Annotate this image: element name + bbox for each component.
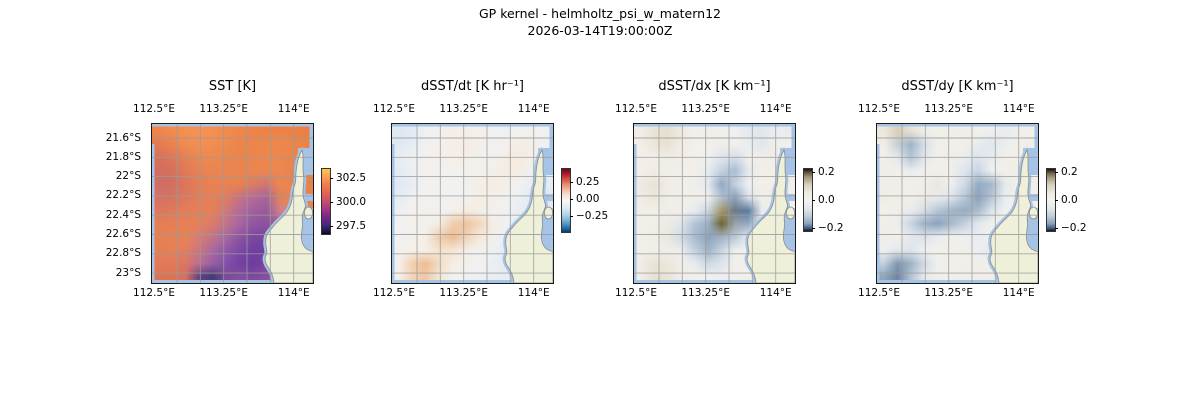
y-tick-label: 22.4°S [105,208,141,221]
colorbar-tickmark-dsst-dy [1055,200,1058,202]
x-tick-label-top-dsst-dx: 114°E [759,103,792,115]
x-tick-label-top-dsst-dt: 112.5°E [373,103,415,115]
map-axes-dsst-dx [633,123,796,284]
x-tick-label-bottom-dsst-dt: 113.25°E [439,287,488,299]
x-tick-label-bottom-dsst-dy: 114°E [1002,287,1035,299]
subplot-title-dsst-dy: dSST/dy [K km⁻¹] [901,79,1014,94]
x-tick-label-top-dsst-dx: 113.25°E [681,103,730,115]
colorbar-tick-label-dsst-dt: 0.25 [576,175,600,188]
map-overlay-sst [152,124,313,283]
x-tick-label-top-dsst-dy: 113.25°E [924,103,973,115]
y-tick-label: 22.6°S [105,228,141,240]
colorbar-tick-label-sst: 302.5 [336,171,367,184]
x-tick-label-top-dsst-dt: 113.25°E [439,103,488,115]
x-tick-label-bottom-sst: 113.25°E [199,287,248,299]
colorbar-tick-label-sst: 297.5 [336,220,367,233]
colorbar-tickmark-sst [330,177,333,179]
x-tick-label-top-sst: 114°E [277,103,310,115]
figure-title-line1: GP kernel - helmholtz_psi_w_matern12 [479,6,721,21]
x-tick-label-bottom-dsst-dy: 113.25°E [924,287,973,299]
y-tick-label: 23°S [115,266,141,279]
x-tick-label-bottom-sst: 114°E [277,287,310,299]
map-overlay-dsst-dx [634,124,795,283]
colorbar-tickmark-dsst-dx [812,228,815,230]
x-tick-label-top-dsst-dt: 114°E [517,103,550,115]
colorbar-tickmark-dsst-dt [570,216,573,218]
x-tick-label-top-sst: 113.25°E [199,103,248,115]
colorbar-dsst-dy [1046,168,1056,232]
map-axes-dsst-dy [876,123,1039,284]
figure-title-line2: 2026-03-14T19:00:00Z [527,23,673,38]
colorbar-tick-label-dsst-dy: −0.2 [1061,222,1087,235]
colorbar-tick-label-sst: 300.0 [336,195,367,208]
colorbar-tickmark-sst [330,226,333,228]
map-axes-sst [151,123,314,284]
colorbar-tickmark-dsst-dx [812,172,815,174]
colorbar-tickmark-dsst-dt [570,181,573,183]
x-tick-label-bottom-sst: 112.5°E [133,287,175,299]
subplot-title-dsst-dt: dSST/dt [K hr⁻¹] [420,79,525,94]
subplot-title-dsst-dx: dSST/dx [K km⁻¹] [658,79,771,94]
y-tick-label: 22°S [115,170,141,183]
colorbar-tick-label-dsst-dy: 0.0 [1061,194,1078,207]
map-overlay-dsst-dt [392,124,553,283]
colorbar-dsst-dt [561,168,571,233]
x-tick-label-bottom-dsst-dx: 112.5°E [615,287,657,299]
y-tick-label: 22.8°S [105,247,141,260]
x-tick-label-bottom-dsst-dt: 112.5°E [373,287,415,299]
colorbar-tickmark-dsst-dt [570,198,573,200]
x-tick-label-top-dsst-dx: 112.5°E [615,103,657,115]
x-tick-label-bottom-dsst-dx: 114°E [759,287,792,299]
x-tick-label-bottom-dsst-dt: 114°E [517,287,550,299]
y-tick-label: 22.2°S [105,189,141,202]
map-axes-dsst-dt [391,123,554,284]
x-tick-label-top-dsst-dy: 112.5°E [858,103,900,115]
colorbar-tick-label-dsst-dt: 0.00 [576,192,600,205]
colorbar-tick-label-dsst-dx: −0.2 [818,222,844,235]
colorbar-tick-label-dsst-dx: 0.0 [818,194,835,207]
colorbar-tickmark-dsst-dy [1055,172,1058,174]
x-tick-label-top-dsst-dy: 114°E [1002,103,1035,115]
x-tick-label-top-sst: 112.5°E [133,103,175,115]
colorbar-tick-label-dsst-dy: 0.2 [1061,166,1078,179]
colorbar-tickmark-dsst-dx [812,200,815,202]
map-overlay-dsst-dy [877,124,1038,283]
x-tick-label-bottom-dsst-dx: 113.25°E [681,287,730,299]
x-tick-label-bottom-dsst-dy: 112.5°E [858,287,900,299]
colorbar-tick-label-dsst-dt: −0.25 [576,210,609,223]
colorbar-tick-label-dsst-dx: 0.2 [818,166,835,179]
y-tick-label: 21.6°S [105,131,141,144]
colorbar-tickmark-sst [330,201,333,203]
subplot-title-sst: SST [K] [208,79,257,94]
colorbar-sst [321,168,331,235]
colorbar-tickmark-dsst-dy [1055,228,1058,230]
colorbar-dsst-dx [803,168,813,232]
y-tick-label: 21.8°S [105,150,141,163]
